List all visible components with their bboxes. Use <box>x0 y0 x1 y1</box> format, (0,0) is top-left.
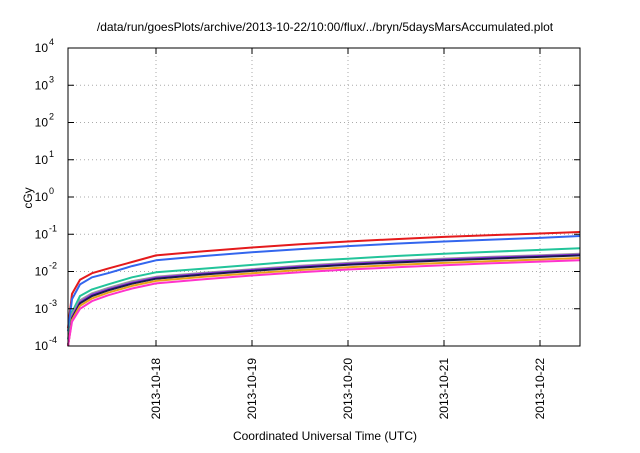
x-tick-label: 2013-10-20 <box>341 358 355 420</box>
series-line-1 <box>67 231 581 329</box>
y-tick-exponent: 3 <box>49 74 54 84</box>
y-tick-exponent: 0 <box>49 186 54 196</box>
series-line-2 <box>67 235 581 332</box>
y-tick-label: 10 <box>35 116 49 130</box>
x-tick-label: 2013-10-22 <box>533 358 547 420</box>
series-line-3 <box>67 247 581 340</box>
series-line-7 <box>67 257 581 347</box>
plot-frame <box>67 47 581 347</box>
y-axis-label: cGy <box>21 187 35 208</box>
chart-title: /data/run/goesPlots/archive/2013-10-22/1… <box>97 20 554 34</box>
y-tick-exponent: 1 <box>49 149 54 159</box>
series-line-8 <box>67 259 581 347</box>
y-tick-exponent: -1 <box>49 223 57 233</box>
y-tick-label: 10 <box>35 153 49 167</box>
series-line-6 <box>67 254 581 347</box>
y-tick-label: 10 <box>35 41 49 55</box>
x-axis-label: Coordinated Universal Time (UTC) <box>233 429 417 443</box>
y-tick-exponent: -3 <box>49 298 57 308</box>
y-tick-exponent: 2 <box>49 112 54 122</box>
y-tick-label: 10 <box>35 190 49 204</box>
grid-layer <box>68 48 580 346</box>
y-tick-label: 10 <box>35 227 49 241</box>
y-tick-exponent: 4 <box>49 37 54 47</box>
y-tick-label: 10 <box>35 302 49 316</box>
x-tick-label: 2013-10-18 <box>149 358 163 420</box>
series-line-4 <box>67 252 581 347</box>
y-tick-label: 10 <box>35 78 49 92</box>
x-tick-label: 2013-10-21 <box>437 358 451 420</box>
y-tick-label: 10 <box>35 265 49 279</box>
series-layer <box>67 231 581 347</box>
y-tick-exponent: -4 <box>49 335 57 345</box>
y-tick-exponent: -2 <box>49 261 57 271</box>
y-tick-label: 10 <box>35 339 49 353</box>
x-tick-label: 2013-10-19 <box>245 358 259 420</box>
